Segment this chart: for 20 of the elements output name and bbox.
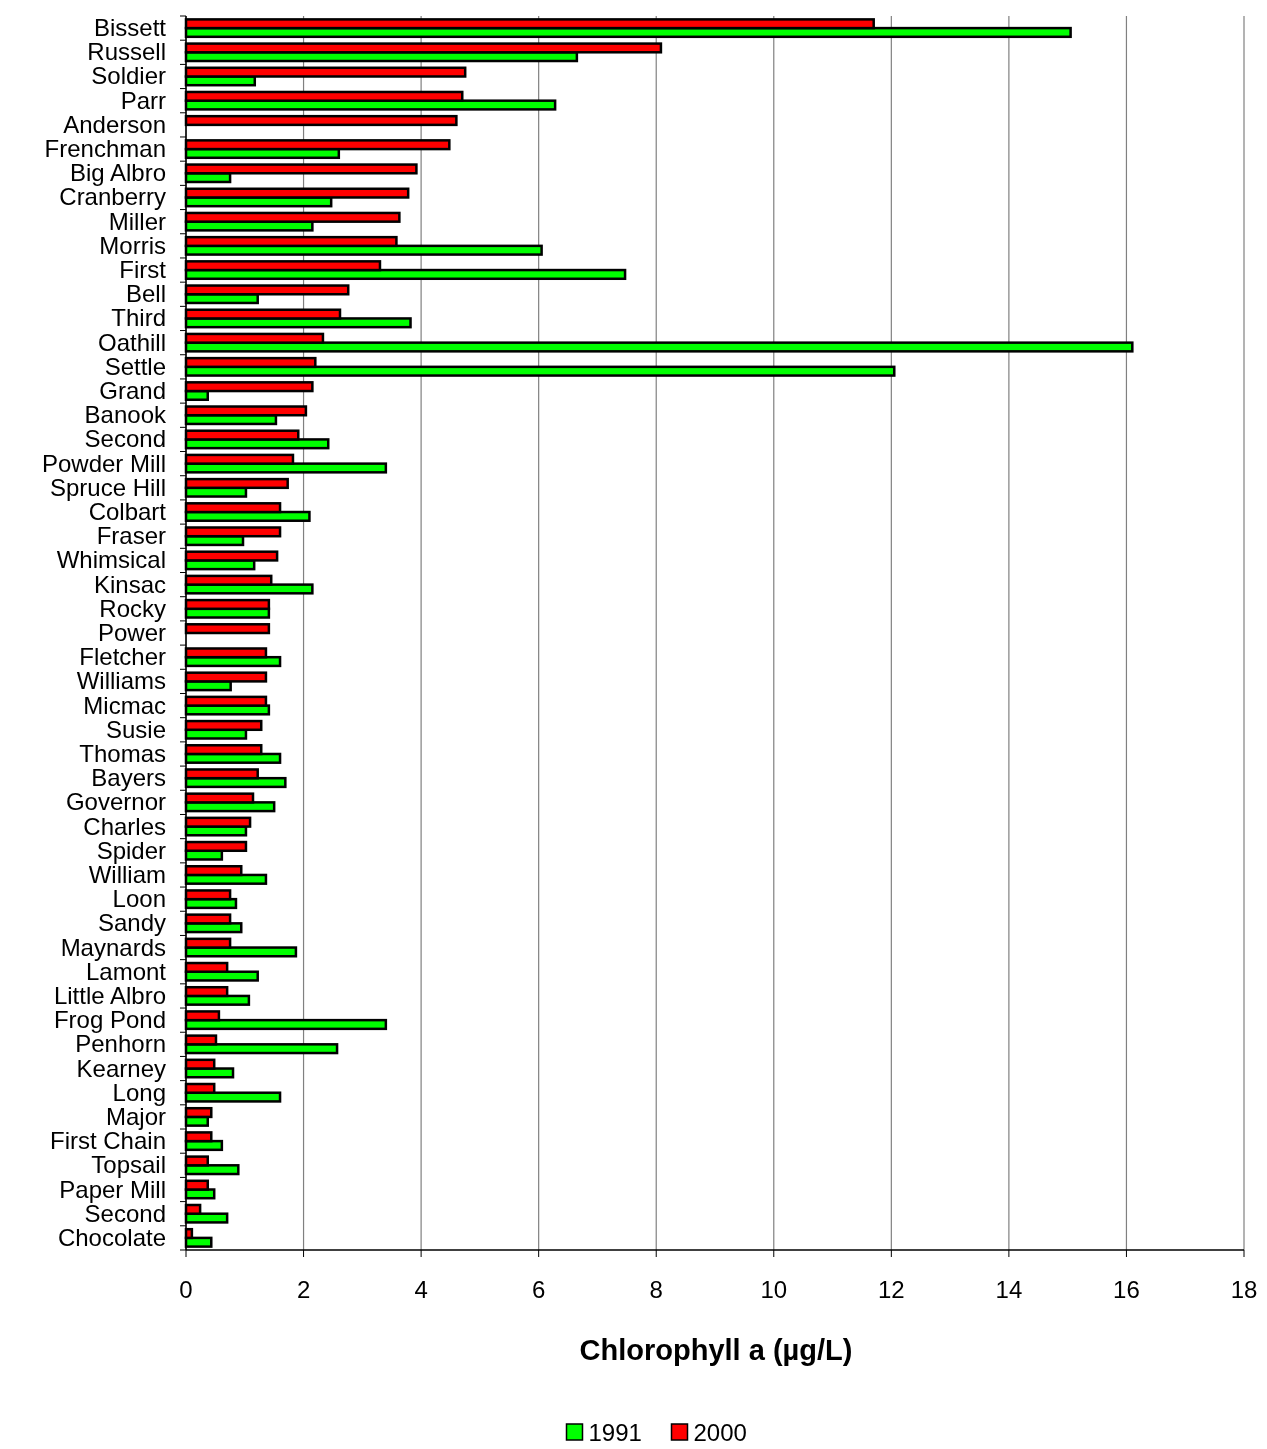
y-tick-label: Little Albro	[53, 981, 166, 1009]
x-axis-title: Chlorophyll a (µg/L)	[579, 1334, 853, 1366]
x-tick-label: 8	[649, 1276, 663, 1303]
x-tick-label: 14	[995, 1276, 1023, 1303]
x-tick-label: 2	[296, 1276, 311, 1303]
x-tick-label: 4	[414, 1276, 428, 1303]
y-tick-label: Morris	[99, 231, 166, 259]
y-tick-label: Kearney	[76, 1054, 166, 1082]
x-tick-label: 16	[1113, 1276, 1140, 1303]
y-tick-label: Chocolate	[57, 1223, 166, 1251]
x-tick-label: 0	[179, 1276, 193, 1303]
y-tick-label: Frenchman	[44, 135, 166, 163]
x-tick-label: 6	[531, 1276, 546, 1303]
x-tick-label: 12	[877, 1276, 905, 1303]
legend-label: 1991	[588, 1419, 642, 1446]
x-tick-label: 18	[1230, 1276, 1258, 1303]
y-tick-label: Bayers	[91, 764, 166, 792]
x-tick-label: 10	[760, 1276, 788, 1303]
y-tick-label: Topsail	[91, 1151, 166, 1179]
legend-label: 2000	[693, 1419, 747, 1446]
